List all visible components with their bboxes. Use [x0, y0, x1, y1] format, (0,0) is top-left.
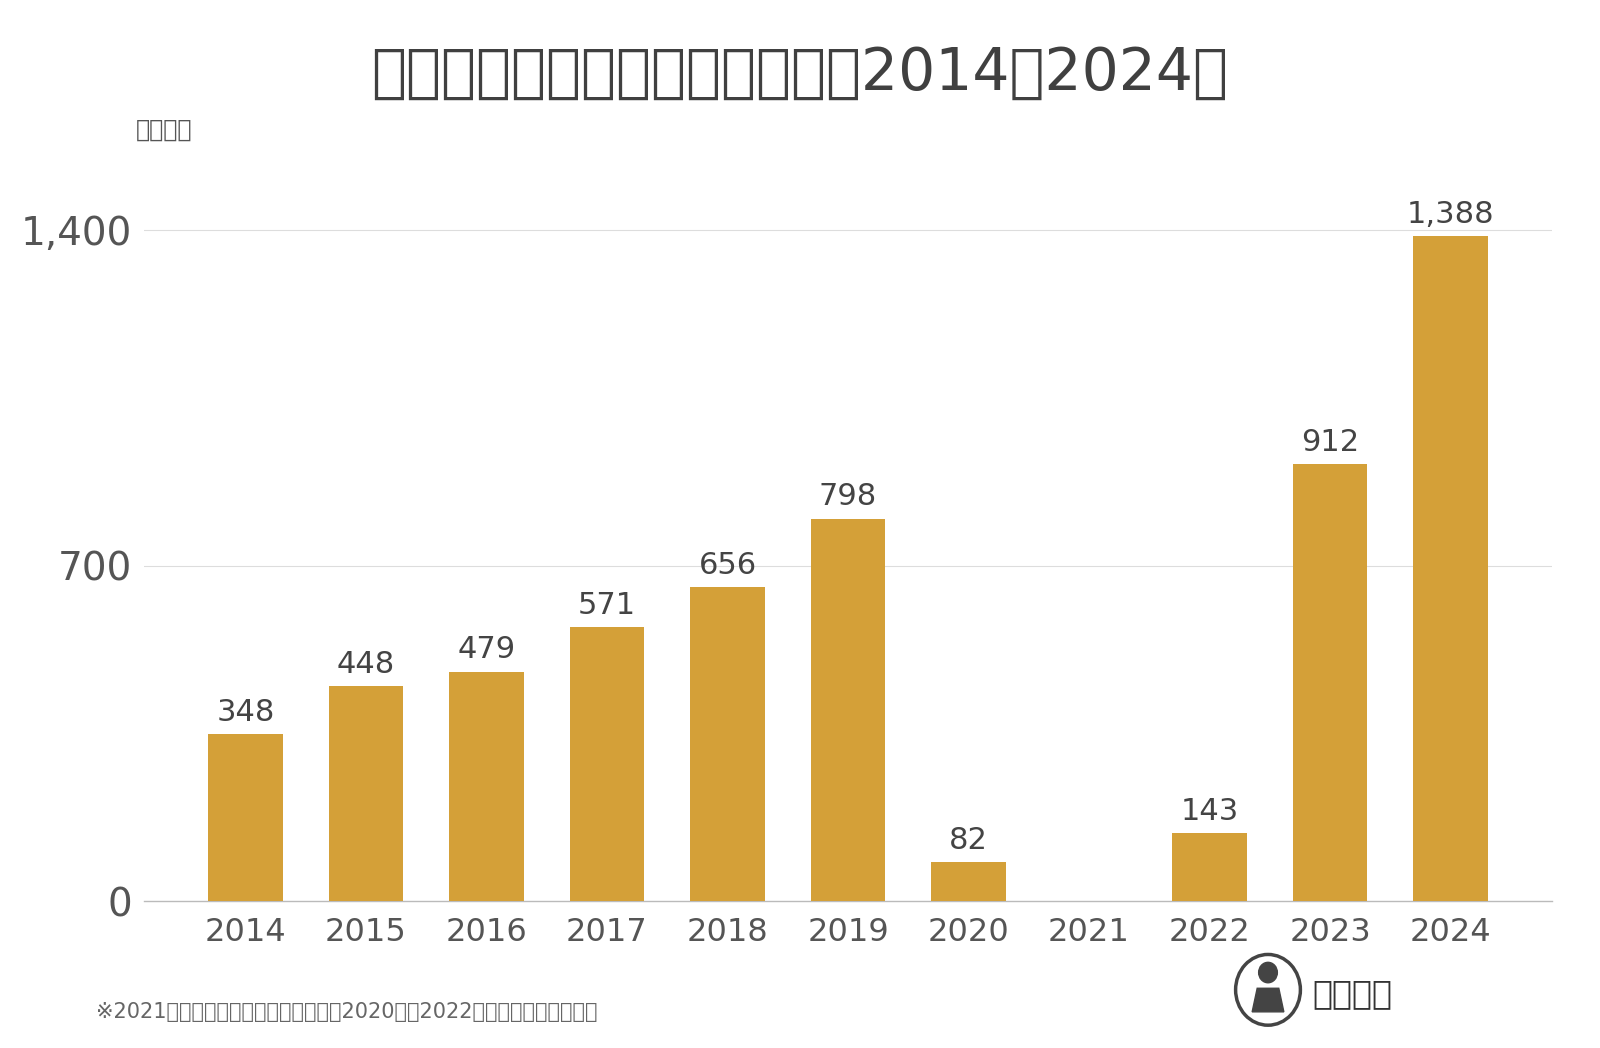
Bar — [690, 587, 765, 901]
Text: 656: 656 — [699, 550, 757, 580]
Bar — [450, 672, 523, 901]
Text: 798: 798 — [819, 482, 877, 511]
Polygon shape — [1253, 988, 1283, 1012]
Text: 82: 82 — [949, 826, 987, 855]
Text: 571: 571 — [578, 591, 637, 620]
Bar — [811, 519, 885, 901]
Text: 1,388: 1,388 — [1406, 199, 1494, 228]
Text: 348: 348 — [216, 698, 275, 727]
Bar — [328, 686, 403, 901]
Text: ※2021年は国別消費額のデータなし。2020年、2022年は観光庁の試算値。: ※2021年は国別消費額のデータなし。2020年、2022年は観光庁の試算値。 — [96, 1002, 597, 1022]
Text: 912: 912 — [1301, 428, 1358, 457]
Bar — [208, 735, 283, 901]
Text: 143: 143 — [1181, 796, 1238, 826]
Bar — [1413, 236, 1488, 901]
Text: 訪日ラボ: 訪日ラボ — [1312, 978, 1392, 1010]
Text: 479: 479 — [458, 635, 515, 664]
Text: （億円）: （億円） — [136, 117, 192, 141]
Circle shape — [1259, 962, 1277, 983]
Bar — [1293, 464, 1368, 901]
Text: 448: 448 — [336, 650, 395, 679]
Bar — [1173, 833, 1246, 901]
Bar — [570, 628, 645, 901]
Bar — [931, 861, 1006, 901]
Text: 訪日フランス人消費額の推移（2014〜2024）: 訪日フランス人消費額の推移（2014〜2024） — [371, 45, 1229, 102]
